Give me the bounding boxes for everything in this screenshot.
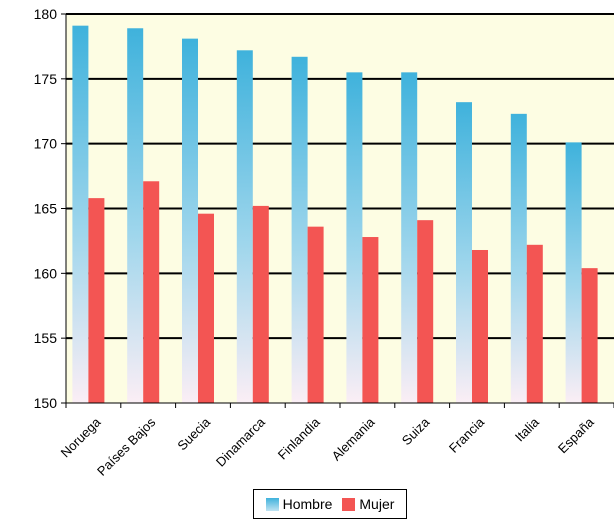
bar-hombre <box>291 56 308 403</box>
x-tick-label: Finlandia <box>275 414 323 462</box>
bar-hombre <box>72 25 89 403</box>
x-tick-label: Dinamarca <box>213 414 269 470</box>
y-tick-label: 155 <box>34 330 58 346</box>
x-tick-label: Suiza <box>399 414 433 448</box>
x-tick-label: Italia <box>512 414 543 445</box>
legend-label-hombre: Hombre <box>282 496 333 512</box>
bar-hombre <box>565 142 582 403</box>
bar-hombre <box>127 28 144 403</box>
x-tick-label: Suecia <box>174 414 213 453</box>
legend-item-mujer: Mujer <box>342 496 394 512</box>
x-tick-label: Países Bajos <box>94 414 159 479</box>
bar-mujer <box>307 226 324 403</box>
bar-hombre <box>456 102 472 403</box>
bar-mujer <box>472 249 488 403</box>
y-tick-label: 170 <box>34 136 58 152</box>
bar-mujer <box>198 213 214 403</box>
legend: Hombre Mujer <box>253 489 407 519</box>
y-tick-label: 175 <box>34 71 58 87</box>
x-tick-label: Alemania <box>329 414 378 463</box>
bar-mujer <box>143 181 160 403</box>
legend-swatch-hombre <box>265 497 279 511</box>
y-tick-label: 150 <box>34 395 58 411</box>
x-tick-label: Francia <box>446 414 488 456</box>
bar-mujer <box>362 237 379 403</box>
y-tick-label: 180 <box>34 6 58 22</box>
bar-hombre <box>236 50 253 403</box>
bar-hombre <box>510 113 527 404</box>
y-tick-label: 160 <box>34 265 58 281</box>
legend-item-hombre: Hombre <box>265 496 333 512</box>
bar-mujer <box>581 268 598 403</box>
bar-hombre <box>401 72 418 403</box>
bar-mujer <box>252 205 269 403</box>
x-tick-label: Noruega <box>58 414 104 460</box>
bars <box>72 25 598 404</box>
x-tick-label: España <box>555 414 597 456</box>
bar-mujer <box>526 244 543 403</box>
legend-label-mujer: Mujer <box>359 496 395 512</box>
y-tick-label: 165 <box>34 201 58 217</box>
bar-hombre <box>182 38 198 404</box>
bar-hombre <box>346 72 363 403</box>
bar-mujer <box>417 220 434 403</box>
bar-mujer <box>88 198 105 403</box>
legend-swatch-mujer <box>342 497 356 511</box>
